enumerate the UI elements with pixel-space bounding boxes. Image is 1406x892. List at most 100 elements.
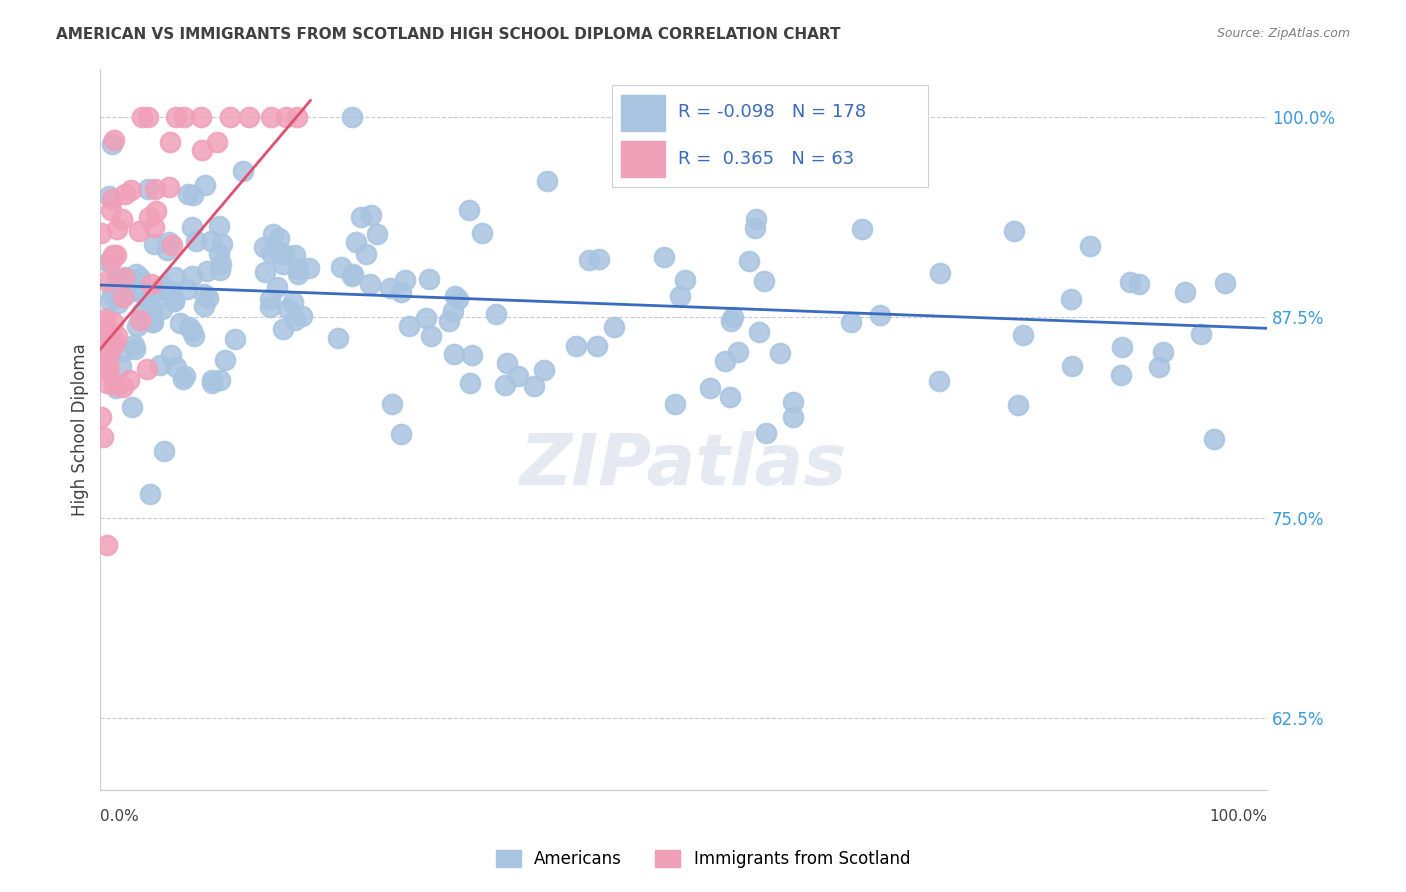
Text: AMERICAN VS IMMIGRANTS FROM SCOTLAND HIGH SCHOOL DIPLOMA CORRELATION CHART: AMERICAN VS IMMIGRANTS FROM SCOTLAND HIG… — [56, 27, 841, 42]
Point — [769, 345, 792, 359]
Point — [90, 410, 112, 425]
Point — [160, 285, 183, 300]
Point — [103, 314, 125, 328]
Point — [485, 307, 508, 321]
Point — [1191, 326, 1213, 341]
Point — [103, 133, 125, 147]
Point — [91, 430, 114, 444]
Point — [754, 274, 776, 288]
Point — [298, 260, 321, 275]
Legend: Americans, Immigrants from Scotland: Americans, Immigrants from Scotland — [489, 843, 917, 875]
Point — [869, 308, 891, 322]
Point — [94, 362, 117, 376]
Point — [262, 227, 284, 241]
Point — [1060, 359, 1083, 374]
Point — [136, 182, 159, 196]
Point — [157, 235, 180, 250]
Point — [107, 296, 129, 310]
Point — [496, 356, 519, 370]
Point — [193, 300, 215, 314]
Point — [782, 394, 804, 409]
Point — [214, 352, 236, 367]
Point — [1204, 432, 1226, 446]
Point — [839, 315, 862, 329]
Point — [112, 271, 135, 285]
Point — [586, 339, 609, 353]
Point — [664, 397, 686, 411]
Point — [150, 302, 173, 317]
Point — [205, 135, 228, 149]
Point — [201, 373, 224, 387]
Point — [101, 192, 124, 206]
Point — [238, 110, 260, 124]
Point — [90, 343, 112, 357]
Point — [177, 319, 200, 334]
Point — [163, 293, 186, 308]
Point — [91, 340, 114, 354]
Point — [381, 397, 404, 411]
Point — [128, 224, 150, 238]
Point — [437, 313, 460, 327]
Point — [260, 246, 283, 260]
Point — [342, 267, 364, 281]
Point — [194, 178, 217, 193]
Point — [578, 253, 600, 268]
Point — [1147, 360, 1170, 375]
Point — [120, 183, 142, 197]
Point — [124, 342, 146, 356]
Point — [748, 325, 770, 339]
Point — [1174, 285, 1197, 299]
Point — [149, 358, 172, 372]
Point — [654, 250, 676, 264]
Point — [340, 269, 363, 284]
Point — [673, 273, 696, 287]
Point — [101, 330, 124, 344]
Point — [191, 143, 214, 157]
Point — [94, 349, 117, 363]
Point — [150, 279, 173, 293]
Point — [139, 285, 162, 300]
Point — [471, 226, 494, 240]
Text: ZIPatlas: ZIPatlas — [520, 431, 848, 500]
Point — [380, 281, 402, 295]
Point — [193, 287, 215, 301]
Point — [96, 538, 118, 552]
Point — [97, 254, 120, 268]
Point — [94, 316, 117, 330]
Point — [118, 373, 141, 387]
Point — [142, 219, 165, 234]
Point — [273, 246, 295, 260]
Point — [398, 319, 420, 334]
Point — [172, 372, 194, 386]
Point — [271, 322, 294, 336]
Point — [254, 265, 277, 279]
Point — [112, 344, 135, 359]
Point — [259, 292, 281, 306]
Point — [121, 273, 143, 287]
Point — [394, 273, 416, 287]
Point — [259, 300, 281, 314]
Point — [274, 110, 297, 124]
Point — [103, 377, 125, 392]
Point — [1213, 276, 1236, 290]
Text: R = -0.098   N = 178: R = -0.098 N = 178 — [678, 103, 866, 121]
Point — [159, 135, 181, 149]
Point — [139, 487, 162, 501]
Point — [506, 369, 529, 384]
Point — [291, 309, 314, 323]
Point — [444, 289, 467, 303]
Point — [98, 189, 121, 203]
Point — [271, 257, 294, 271]
Point — [169, 317, 191, 331]
Point — [727, 345, 749, 359]
Point — [183, 187, 205, 202]
Point — [190, 110, 212, 124]
Point — [97, 361, 120, 376]
Point — [98, 324, 121, 338]
Point — [173, 369, 195, 384]
Point — [100, 253, 122, 268]
Point — [181, 220, 204, 235]
Point — [1152, 344, 1174, 359]
Point — [155, 282, 177, 296]
Point — [165, 270, 187, 285]
